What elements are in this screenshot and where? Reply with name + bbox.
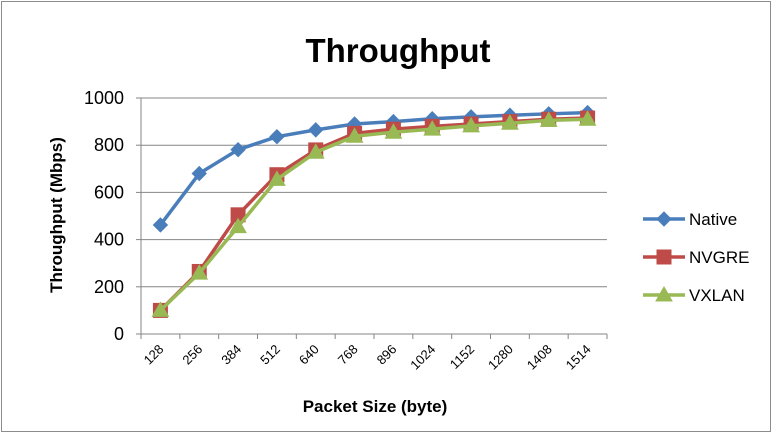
legend-item-vxlan: VXLAN <box>643 285 745 305</box>
data-point-vxlan <box>501 114 519 130</box>
x-tick-labels: 128 256 384 512 640 768 896 1024 1152 1280 1408 151… <box>141 342 594 373</box>
series-vxlan <box>151 110 597 317</box>
axes <box>136 97 608 339</box>
legend-label-nvgre: NVGRE <box>689 248 749 267</box>
x-tick-label: 256 <box>179 342 205 368</box>
data-point-vxlan <box>151 301 170 317</box>
legend: Native NVGRE VXLAN <box>643 210 749 305</box>
y-tick-label: 800 <box>94 135 124 155</box>
x-tick-label: 1024 <box>407 342 438 373</box>
chart-title: Throughput <box>305 32 490 69</box>
legend-item-native: Native <box>643 210 737 229</box>
legend-label-vxlan: VXLAN <box>689 286 745 305</box>
data-point-vxlan <box>268 170 286 186</box>
y-tick-label: 0 <box>114 324 124 344</box>
series-line-native <box>159 110 588 227</box>
data-point-native <box>308 122 324 138</box>
x-tick-label: 896 <box>374 342 400 368</box>
x-tick-label: 640 <box>296 342 322 368</box>
data-point-vxlan <box>306 143 325 159</box>
x-tick-label: 1280 <box>485 342 516 373</box>
data-point-native <box>269 128 285 145</box>
y-tick-label: 400 <box>94 230 124 250</box>
x-tick-label: 1514 <box>563 342 594 373</box>
y-tick-label: 200 <box>94 277 124 297</box>
legend-label-native: Native <box>689 210 737 229</box>
y-tick-label: 600 <box>94 182 124 202</box>
x-tick-label: 1408 <box>524 342 555 373</box>
series-group <box>151 104 597 318</box>
data-point-vxlan <box>462 116 480 133</box>
series-line-vxlan <box>159 117 588 312</box>
legend-marker-nvgre <box>656 249 672 265</box>
x-tick-label: 384 <box>218 342 244 368</box>
x-tick-label: 768 <box>335 342 361 368</box>
legend-marker-vxlan <box>655 285 673 302</box>
x-tick-label: 1152 <box>447 342 477 372</box>
gridlines <box>141 97 607 288</box>
data-point-vxlan <box>229 217 247 234</box>
data-point-vxlan <box>423 120 442 136</box>
data-point-vxlan <box>539 111 558 127</box>
x-axis-title: Packet Size (byte) <box>303 397 448 416</box>
legend-marker-native <box>656 211 672 227</box>
data-point-native <box>152 217 169 233</box>
data-point-vxlan <box>345 127 364 143</box>
y-axis-title: Throughput (Mbps) <box>47 137 66 293</box>
series-line-nvgre <box>159 116 588 312</box>
data-point-native <box>230 141 246 158</box>
y-tick-label: 1000 <box>84 88 124 108</box>
data-point-vxlan <box>578 110 597 126</box>
data-point-vxlan <box>384 123 403 139</box>
y-tick-labels: 0 200 400 600 800 1000 <box>84 88 124 344</box>
data-point-vxlan <box>190 264 209 280</box>
series-native <box>152 104 596 233</box>
legend-item-nvgre: NVGRE <box>643 248 749 267</box>
x-tick-label: 128 <box>141 342 167 368</box>
x-tick-label: 512 <box>257 342 283 368</box>
data-point-native <box>191 165 207 182</box>
